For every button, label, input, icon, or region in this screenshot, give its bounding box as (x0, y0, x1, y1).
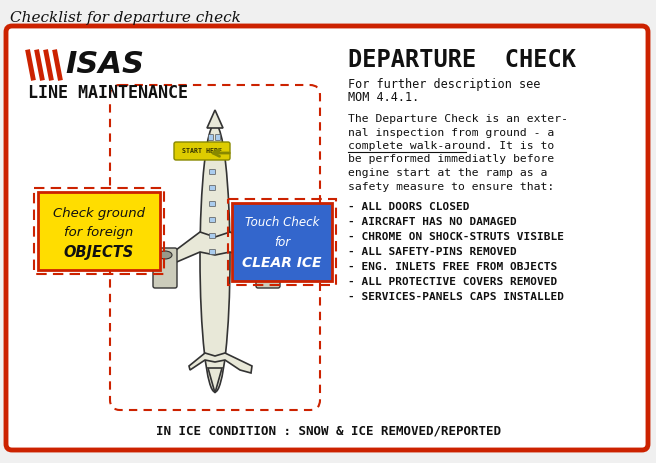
Polygon shape (156, 232, 295, 276)
FancyBboxPatch shape (209, 134, 213, 140)
Text: safety measure to ensure that:: safety measure to ensure that: (348, 181, 554, 192)
FancyBboxPatch shape (209, 169, 216, 175)
FancyBboxPatch shape (216, 134, 220, 140)
Text: nal inspection from ground - a: nal inspection from ground - a (348, 127, 554, 138)
Text: OBJECTS: OBJECTS (64, 245, 134, 260)
Text: IN ICE CONDITION : SNOW & ICE REMOVED/REPORTED: IN ICE CONDITION : SNOW & ICE REMOVED/RE… (155, 424, 501, 437)
Text: be performed immediatly before: be performed immediatly before (348, 155, 554, 164)
FancyBboxPatch shape (38, 192, 160, 270)
Text: - AIRCRAFT HAS NO DAMAGED: - AIRCRAFT HAS NO DAMAGED (348, 217, 517, 227)
FancyBboxPatch shape (209, 186, 216, 190)
Text: START HERE: START HERE (182, 148, 222, 154)
Text: DEPARTURE  CHECK: DEPARTURE CHECK (348, 48, 576, 72)
FancyBboxPatch shape (209, 218, 216, 223)
Ellipse shape (261, 251, 275, 259)
Text: ISAS: ISAS (65, 50, 144, 79)
Text: engine start at the ramp as a: engine start at the ramp as a (348, 168, 547, 178)
Ellipse shape (158, 251, 172, 259)
Text: MOM 4.4.1.: MOM 4.4.1. (348, 91, 419, 104)
Polygon shape (189, 353, 252, 373)
Text: Touch Check: Touch Check (245, 216, 319, 229)
FancyBboxPatch shape (209, 201, 216, 206)
FancyBboxPatch shape (174, 142, 230, 160)
Polygon shape (207, 110, 223, 128)
Text: - ALL SAFETY-PINS REMOVED: - ALL SAFETY-PINS REMOVED (348, 247, 517, 257)
Text: CLEAR ICE: CLEAR ICE (242, 256, 321, 270)
Text: - ENG. INLETS FREE FROM OBJECTS: - ENG. INLETS FREE FROM OBJECTS (348, 262, 557, 272)
Text: - SERVICES-PANELS CAPS INSTALLED: - SERVICES-PANELS CAPS INSTALLED (348, 292, 564, 302)
Text: The Departure Check is an exter-: The Departure Check is an exter- (348, 114, 568, 124)
Text: - ALL DOORS CLOSED: - ALL DOORS CLOSED (348, 202, 470, 212)
Text: for foreign: for foreign (64, 226, 134, 239)
Text: complete walk-around. It is to: complete walk-around. It is to (348, 141, 554, 151)
Text: - ALL PROTECTIVE COVERS REMOVED: - ALL PROTECTIVE COVERS REMOVED (348, 277, 557, 287)
Text: Check ground: Check ground (53, 207, 145, 220)
Text: For further description see: For further description see (348, 78, 541, 91)
FancyBboxPatch shape (153, 248, 177, 288)
FancyBboxPatch shape (256, 248, 280, 288)
Text: Checklist for departure check: Checklist for departure check (10, 11, 241, 25)
Ellipse shape (200, 124, 230, 392)
FancyBboxPatch shape (232, 203, 332, 281)
FancyBboxPatch shape (209, 250, 216, 255)
Polygon shape (208, 368, 222, 393)
Text: for: for (274, 236, 290, 249)
FancyBboxPatch shape (6, 26, 648, 450)
Text: LINE MAINTENANCE: LINE MAINTENANCE (28, 84, 188, 102)
FancyBboxPatch shape (209, 233, 216, 238)
Text: - CHROME ON SHOCK-STRUTS VISIBLE: - CHROME ON SHOCK-STRUTS VISIBLE (348, 232, 564, 242)
